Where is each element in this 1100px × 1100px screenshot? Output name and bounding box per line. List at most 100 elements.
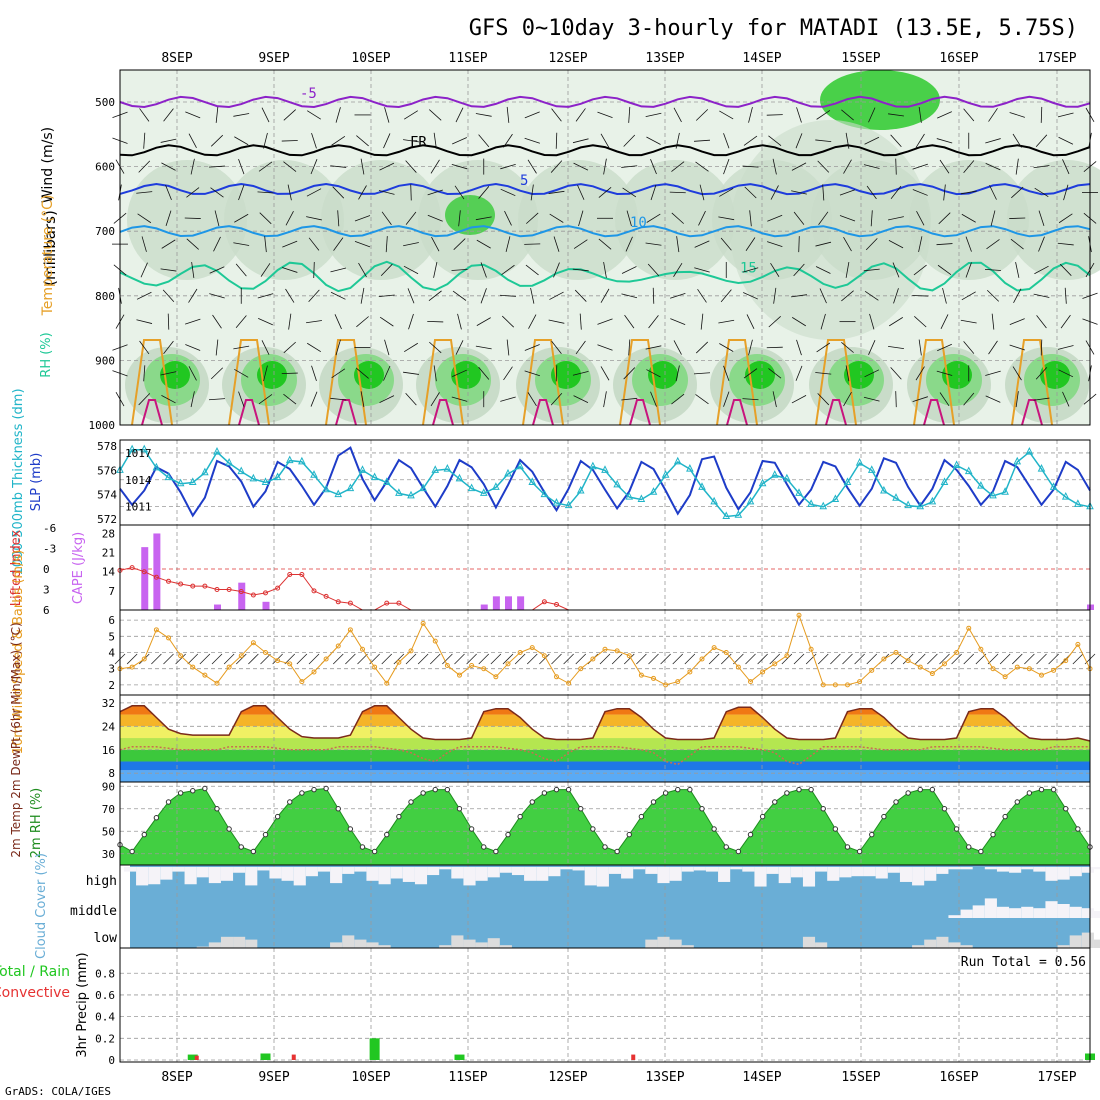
thickness-point	[346, 483, 355, 492]
wind-barb	[1062, 159, 1070, 175]
y-tick-label: 30	[102, 848, 115, 861]
wind-barb	[1009, 318, 1025, 326]
wind-barb	[500, 188, 516, 197]
wind-barb	[694, 240, 710, 248]
rh-point	[420, 790, 426, 796]
cloud-middle-bar	[1021, 906, 1034, 918]
y-tick-label: 90	[102, 780, 115, 793]
surface-wind-barb	[636, 653, 647, 665]
wind-barb	[306, 188, 322, 197]
wind-barb	[500, 164, 516, 170]
surface-wind-barb	[999, 653, 1011, 665]
thickness-point	[1049, 482, 1058, 490]
wind-barb	[548, 319, 565, 324]
surface-wind-barb	[175, 653, 186, 665]
surface-wind-barb	[211, 653, 223, 665]
cloud-low-bar	[208, 942, 221, 948]
wind-barb	[912, 295, 929, 297]
wind-barb	[190, 391, 195, 408]
wind-barb	[772, 158, 777, 175]
wind-barb	[865, 238, 878, 251]
wind-barb	[985, 370, 1001, 376]
wind-barb	[186, 238, 199, 250]
lifted-index-point	[384, 600, 390, 606]
temp-band	[120, 726, 1090, 739]
isotherm-label: FR	[410, 134, 427, 150]
wind-barb	[527, 392, 537, 407]
wind-barb	[670, 292, 686, 299]
rh-point	[966, 844, 972, 850]
isotherm-5	[119, 182, 1091, 196]
cloud-low-bar	[1057, 945, 1070, 948]
rh-point	[250, 848, 257, 855]
wind-barb	[454, 185, 465, 200]
wind-barb	[452, 369, 467, 377]
wind-speed-point	[335, 643, 341, 649]
panel-axis-label: RH (%)	[39, 332, 54, 377]
isotherm-hot	[1021, 399, 1043, 426]
wind-barb	[354, 215, 371, 222]
wind-barb	[670, 318, 686, 326]
axis-label-part: SLP (mb)	[29, 453, 44, 512]
wind-barb	[676, 236, 680, 253]
isotherm-15	[119, 260, 1091, 293]
thickness-point	[431, 465, 440, 473]
surface-wind-barb	[526, 653, 538, 665]
cloud-middle-bar	[1045, 901, 1058, 918]
isotherm--5	[119, 95, 1091, 109]
cloud-high-bar	[718, 867, 731, 882]
wind-barb	[671, 393, 685, 405]
lifted-index-point	[178, 581, 184, 587]
wind-barb	[310, 391, 318, 407]
rh-point	[772, 799, 778, 805]
wind-barb	[528, 314, 537, 329]
wind-barb	[403, 265, 419, 275]
wind-barb	[405, 160, 417, 173]
surface-wind-barb	[1011, 653, 1023, 665]
wind-barb	[746, 314, 755, 330]
surface-wind-barb	[611, 653, 623, 665]
wind-barb	[161, 395, 176, 404]
wind-barb	[986, 289, 1000, 302]
cloud-high-bar	[136, 867, 149, 886]
wind-barb	[555, 365, 558, 382]
wind-speed-point	[602, 646, 608, 652]
wind-barb	[503, 133, 513, 148]
wind-barb	[1013, 288, 1022, 304]
thickness-point	[928, 496, 937, 505]
wind-barb	[695, 109, 709, 121]
surface-wind-barb	[478, 653, 490, 665]
rh-point	[371, 848, 378, 855]
rh-point	[881, 813, 887, 820]
y-tick-label: 500	[95, 96, 115, 109]
y-tick-label: 1000	[89, 419, 116, 432]
wind-speed-point	[869, 667, 875, 673]
cloud-high-bar	[766, 867, 779, 874]
cloud-low-bar	[463, 939, 476, 948]
wind-barb	[313, 261, 315, 278]
thickness-point	[176, 478, 185, 487]
wind-barb	[767, 214, 783, 222]
cloud-low-bar	[815, 942, 828, 948]
wind-barb	[671, 161, 685, 172]
precip-convective-bar	[631, 1054, 636, 1060]
wind-barb	[356, 316, 369, 328]
wind-barb	[700, 313, 704, 330]
wind-barb	[1062, 391, 1070, 407]
wind-barb	[770, 185, 779, 200]
thickness-point	[770, 470, 779, 478]
wind-barb	[839, 189, 856, 196]
surface-wind-barb	[345, 653, 356, 665]
cloud-high-bar	[560, 867, 573, 870]
wind-speed-point	[444, 662, 450, 668]
rh-point	[396, 813, 402, 820]
cloud-high-bar	[839, 867, 852, 878]
wind-barb	[671, 212, 684, 224]
surface-wind-barb	[454, 653, 465, 665]
isotherm-label: 15	[740, 260, 757, 276]
thickness-point	[273, 472, 282, 481]
wind-barb	[429, 341, 442, 354]
thickness-point	[880, 485, 888, 494]
wind-barb	[742, 267, 759, 273]
wind-barb	[258, 161, 273, 172]
